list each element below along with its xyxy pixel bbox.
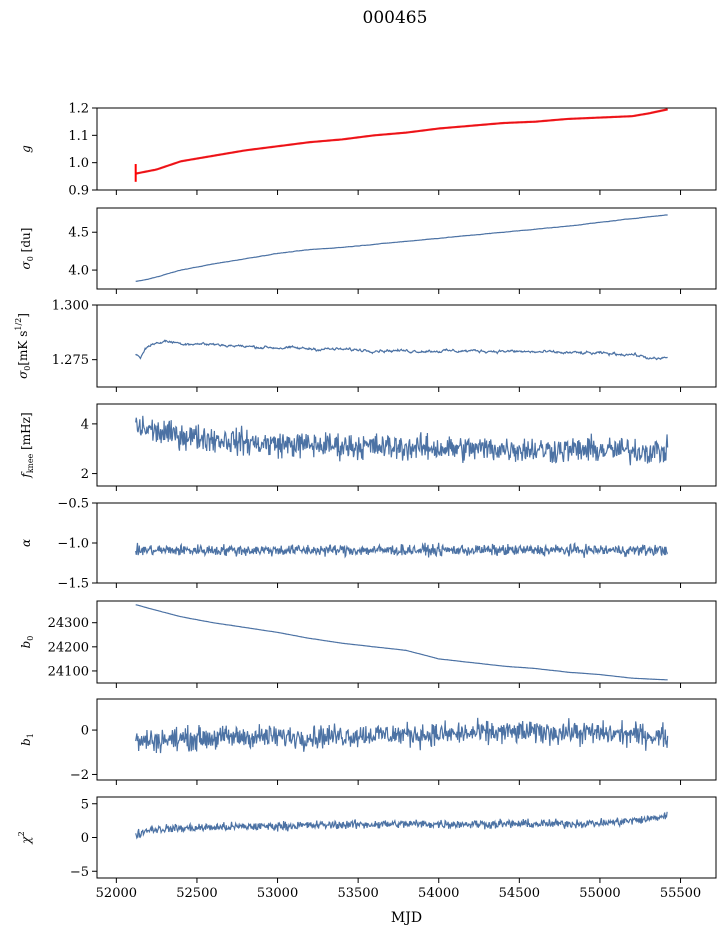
panel-chi2: −5 0 5 52000 52500 53000 53500 54000 54500 55000 5… — [17, 796, 717, 901]
y-tick-label: 1.1 — [68, 129, 89, 144]
y-tick-label: 24300 — [48, 616, 89, 631]
y-tick-label: 24100 — [48, 664, 89, 679]
x-tick-label: 52000 — [96, 886, 137, 901]
y-axis-label-g: g — [19, 145, 33, 153]
y-tick-label: 24200 — [48, 640, 89, 655]
axes-frame-sigma0b — [96, 304, 717, 388]
series-line-sigma0 — [135, 214, 668, 282]
y-tick-label: −1.5 — [57, 577, 89, 592]
x-axis-label: MJD — [391, 910, 422, 926]
series-line-sigma0b — [135, 339, 668, 361]
y-tick-label: 0 — [81, 831, 89, 846]
y-axis-label-chi2: χ2 — [17, 831, 33, 844]
y-tick-label: 2 — [81, 467, 89, 482]
y-tick-label: −2 — [70, 768, 89, 783]
axes-frame-alpha — [96, 502, 717, 584]
fit-line-g — [135, 108, 668, 175]
y-axis-label-fknee: fknee [mHz] — [19, 412, 35, 478]
series-line-fknee — [135, 415, 669, 466]
series-line-b0 — [135, 604, 668, 681]
x-tick-label: 54000 — [418, 886, 459, 901]
panel-b0: 24100 24200 24300 b0 — [19, 600, 717, 688]
axes-frame-b0 — [96, 600, 717, 684]
x-tick-label: 53000 — [257, 886, 298, 901]
y-tick-label: −1.0 — [57, 537, 89, 552]
y-tick-label: 0 — [81, 724, 89, 739]
y-axis-label-b1: b1 — [19, 733, 35, 746]
panel-fknee: 2 4 fknee [mHz] — [19, 403, 717, 491]
figure-title: 000465 — [362, 8, 428, 28]
y-axis-label-alpha: α — [19, 539, 33, 547]
y-tick-label: 4 — [81, 417, 89, 432]
y-tick-label: −0.5 — [57, 497, 89, 512]
y-axis-label-sigma0: σ0 [du] — [19, 228, 35, 270]
panel-sigma0: 4.0 4.5 σ0 [du] — [19, 207, 717, 294]
y-tick-label: 4.5 — [68, 226, 89, 241]
x-tick-label: 53500 — [337, 886, 378, 901]
x-tick-label: 54500 — [499, 886, 540, 901]
y-axis-label-sigma0b: σ0[mK s1/2] — [14, 313, 32, 379]
panel-alpha: −1.5 −1.0 −0.5 α — [19, 497, 717, 592]
axes-frame-b1 — [96, 698, 717, 781]
y-axis-label-b0: b0 — [19, 636, 35, 649]
axes-frame-g — [96, 107, 717, 191]
x-tick-label: 55500 — [660, 886, 701, 901]
y-tick-label: 5 — [81, 797, 89, 812]
x-tick-label: 52500 — [176, 886, 217, 901]
y-tick-label: −5 — [70, 865, 89, 880]
y-tick-label: 1.300 — [52, 299, 89, 314]
axes-frame-chi2 — [96, 796, 717, 879]
series-line-alpha — [135, 542, 669, 559]
panel-b1: −2 0 b1 — [19, 698, 717, 785]
panel-g: 0.9 1.0 1.1 1.2 g — [19, 102, 717, 199]
x-tick-label: 55000 — [579, 886, 620, 901]
series-line-b1 — [135, 717, 669, 754]
y-tick-label: 1.275 — [52, 353, 89, 368]
y-tick-label: 1.0 — [68, 156, 89, 171]
y-tick-label: 1.2 — [68, 102, 89, 117]
axes-frame-fknee — [96, 403, 717, 487]
axes-frame-sigma0 — [96, 207, 717, 290]
y-tick-label: 0.9 — [68, 184, 89, 199]
series-line-chi2 — [135, 811, 668, 840]
y-tick-label: 4.0 — [68, 264, 89, 279]
panel-sigma0b: 1.275 1.300 σ0[mK s1/2] — [14, 299, 717, 392]
